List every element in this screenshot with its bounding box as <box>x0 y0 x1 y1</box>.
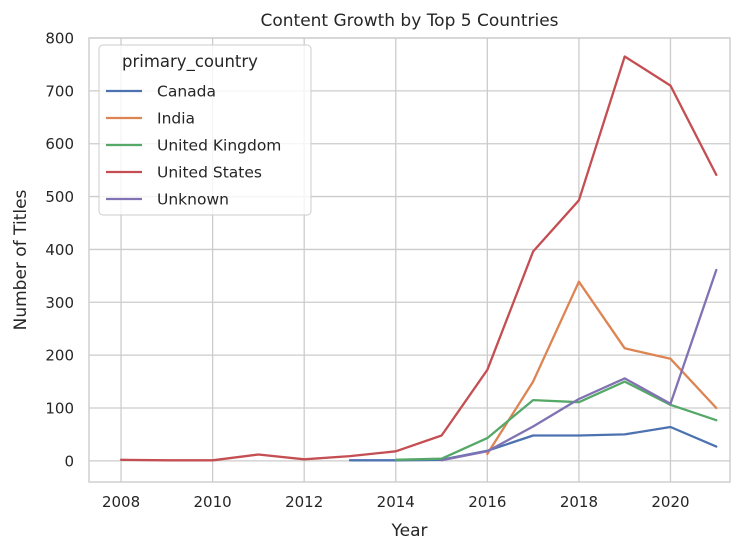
series-lines <box>119 55 718 462</box>
plot-frame <box>88 37 731 483</box>
legend-label-india: India <box>157 110 195 128</box>
y-tick-label: 600 <box>45 135 74 153</box>
legend-label-united-kingdom: United Kingdom <box>157 137 281 155</box>
x-tick-label: 2010 <box>194 493 232 511</box>
x-tick-label: 2020 <box>651 493 689 511</box>
x-axis-ticks: 2008 2010 2012 2014 2016 2018 2020 <box>102 493 690 511</box>
series-line-united-states <box>119 55 718 462</box>
x-tick-label: 2008 <box>102 493 140 511</box>
legend: primary_country Canada India United Kingdo… <box>98 44 312 216</box>
y-tick-label: 0 <box>64 452 74 470</box>
y-tick-label: 300 <box>45 294 74 312</box>
legend-box <box>98 44 312 216</box>
y-tick-label: 800 <box>45 30 74 48</box>
x-tick-label: 2018 <box>560 493 598 511</box>
x-tick-label: 2016 <box>468 493 506 511</box>
x-tick-label: 2012 <box>285 493 323 511</box>
y-tick-label: 100 <box>45 400 74 418</box>
y-axis-label: Number of Titles <box>11 189 31 330</box>
y-axis-ticks: 0 100 200 300 400 500 600 700 800 <box>45 30 74 471</box>
y-tick-label: 400 <box>45 241 74 259</box>
y-tick-label: 700 <box>45 82 74 100</box>
legend-items: Canada India United Kingdom United States Un… <box>106 83 281 209</box>
series-line-united-kingdom <box>394 380 718 461</box>
legend-label-unknown: Unknown <box>157 191 229 209</box>
series-line-india <box>486 280 718 456</box>
series-line-unknown <box>440 268 718 462</box>
x-axis-label: Year <box>391 521 428 541</box>
y-tick-label: 200 <box>45 347 74 365</box>
legend-title: primary_country <box>122 52 258 72</box>
y-tick-label: 500 <box>45 188 74 206</box>
x-tick-label: 2014 <box>377 493 415 511</box>
legend-label-canada: Canada <box>157 83 216 101</box>
chart-title: Content Growth by Top 5 Countries <box>260 11 558 31</box>
legend-label-united-states: United States <box>157 164 262 182</box>
